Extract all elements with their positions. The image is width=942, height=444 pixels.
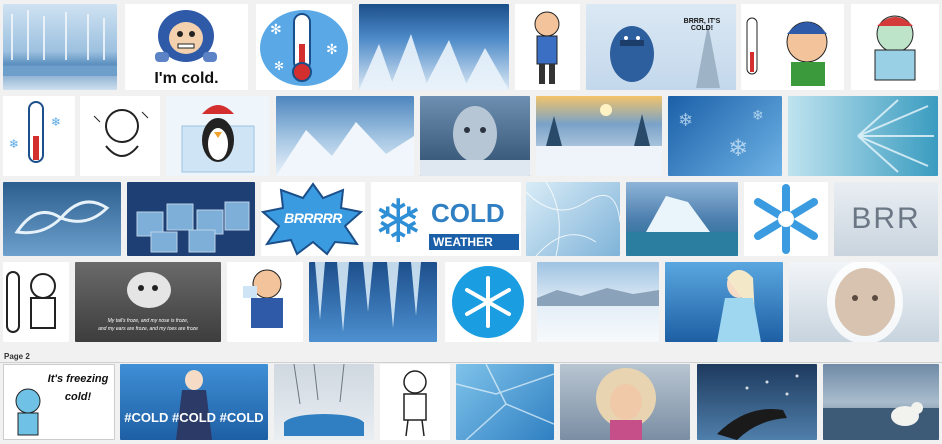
- caption-hashtag: #COLD #COLD #COLD: [124, 410, 264, 425]
- caption-movie-line-1: My tail's froze, and my nose is froze,: [107, 318, 189, 324]
- image-snowy-trees-sunset[interactable]: [536, 96, 662, 176]
- caption-cold: COLD: [431, 198, 505, 228]
- image-blue-snowflake-pattern[interactable]: ❄ ❄ ❄: [668, 96, 782, 176]
- image-person-in-parka[interactable]: [560, 364, 690, 440]
- image-ice-texture[interactable]: [456, 364, 554, 440]
- svg-text:❄: ❄: [9, 137, 19, 151]
- caption-brrrrr: BRRRRR: [284, 210, 342, 226]
- image-blue-snowflake-icon[interactable]: [744, 182, 828, 256]
- caption-weather: WEATHER: [433, 235, 493, 249]
- image-frosted-pine-needles[interactable]: [788, 96, 938, 176]
- image-ice-cubes[interactable]: [127, 182, 255, 256]
- image-frost-on-glass[interactable]: [526, 182, 620, 256]
- caption-im-cold: I'm cold.: [154, 70, 219, 87]
- image-frosted-leaves[interactable]: [3, 182, 121, 256]
- image-icicles[interactable]: [309, 262, 437, 342]
- image-freezing-boy-thermometer[interactable]: [741, 4, 844, 90]
- page-divider: [0, 362, 942, 363]
- image-row-4: My tail's froze, and my nose is froze, a…: [0, 262, 942, 342]
- caption-freezing-line-2: cold!: [64, 391, 92, 403]
- page-label: Page 2: [4, 352, 30, 361]
- svg-text:✻: ✻: [274, 59, 284, 73]
- caption-freezing-line-1: It's freezing: [47, 373, 109, 385]
- image-row-1: I'm cold. ✻ ✻ ✻ BRRR, IT'S COLD!: [0, 4, 942, 90]
- image-im-cold-cartoon[interactable]: I'm cold.: [125, 4, 248, 90]
- svg-text:❄: ❄: [678, 110, 693, 130]
- image-cold-weather-logo[interactable]: ❄ COLD WEATHER: [371, 182, 521, 256]
- image-shivering-sketch[interactable]: [80, 96, 160, 176]
- image-row-2: ❄ ❄ ❄ ❄ ❄: [0, 96, 942, 176]
- image-row-3: BRRRRR ❄ COLD WEATHER BRR: [0, 182, 942, 256]
- image-shivering-man-cartoon[interactable]: [515, 4, 580, 90]
- caption-brrr-bubble: BRRR, IT'S COLD!: [683, 18, 721, 32]
- image-row-5: It's freezing cold! #COLD #COLD #COLD: [0, 364, 942, 442]
- image-shivering-line-drawing[interactable]: [380, 364, 450, 440]
- caption-brr-snow: BRR: [851, 202, 921, 235]
- image-thermometer-cartoon[interactable]: ❄ ❄: [3, 96, 75, 176]
- image-bundled-figure-snow[interactable]: BRRR, IT'S COLD!: [586, 4, 736, 90]
- image-snowy-forest-lake[interactable]: [3, 4, 117, 90]
- image-frozen-face-man[interactable]: [420, 96, 530, 176]
- image-brrrrr-burst[interactable]: BRRRRR: [261, 182, 365, 256]
- svg-text:❄: ❄: [51, 115, 61, 129]
- svg-text:❄: ❄: [752, 107, 764, 123]
- svg-text:❄: ❄: [373, 188, 423, 255]
- image-elsa-frozen[interactable]: [665, 262, 783, 342]
- svg-text:❄: ❄: [728, 135, 748, 162]
- image-frozen-plain[interactable]: [537, 262, 659, 342]
- svg-text:✻: ✻: [326, 41, 338, 57]
- image-snowy-mountains[interactable]: [276, 96, 414, 176]
- image-frozen-pool[interactable]: [274, 364, 374, 440]
- image-hashtag-cold-anna[interactable]: #COLD #COLD #COLD: [120, 364, 268, 440]
- image-thermometer-man-cartoon[interactable]: [3, 262, 69, 342]
- image-ice-crystals[interactable]: [359, 4, 509, 90]
- caption-movie-line-2: and my ears are froze, and my toes are f…: [98, 326, 198, 332]
- image-penguin-ice-block[interactable]: [166, 96, 269, 176]
- image-snow-covered-face[interactable]: [789, 262, 939, 342]
- svg-text:✻: ✻: [270, 21, 282, 37]
- image-snowflake-circle-icon[interactable]: [445, 262, 531, 342]
- image-hand-catching-snow[interactable]: [697, 364, 817, 440]
- image-frozen-person-scarf[interactable]: [851, 4, 939, 90]
- image-sneezing-cartoon[interactable]: [227, 262, 303, 342]
- image-movie-still-subtitle[interactable]: My tail's froze, and my nose is froze, a…: [75, 262, 221, 342]
- image-brr-written-in-snow[interactable]: BRR: [834, 182, 938, 256]
- image-thermometer-snowflakes[interactable]: ✻ ✻ ✻: [256, 4, 352, 90]
- image-iceberg[interactable]: [626, 182, 738, 256]
- image-its-freezing-cold-cartoon[interactable]: It's freezing cold!: [3, 364, 115, 440]
- image-polar-bear[interactable]: [823, 364, 939, 440]
